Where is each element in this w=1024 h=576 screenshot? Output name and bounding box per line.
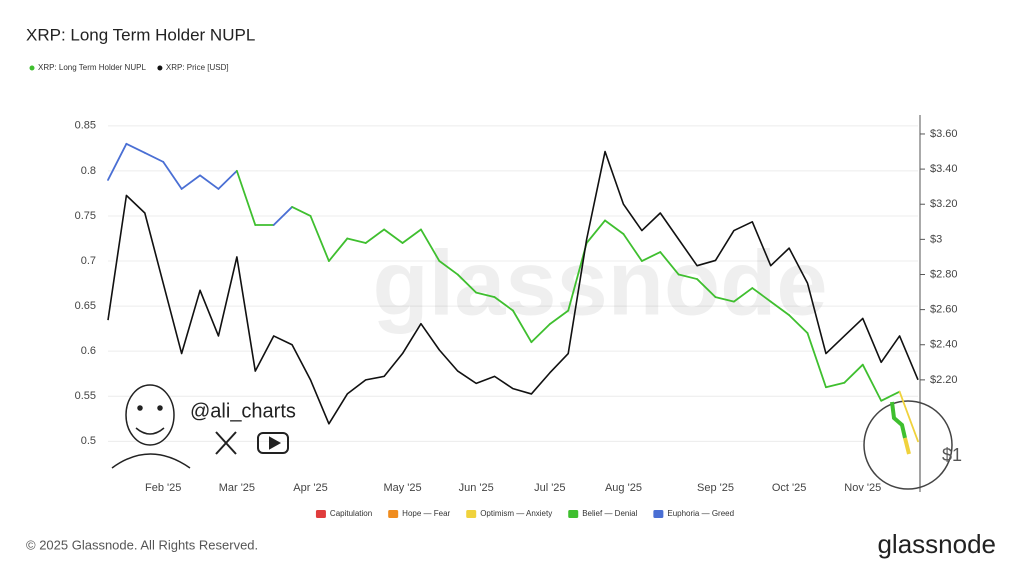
inset-label: $1	[942, 445, 962, 465]
y2-tick-label: $2.20	[930, 374, 958, 386]
y2-tick-label: $2.60	[930, 304, 958, 316]
nupl-segment	[622, 233, 643, 262]
avatar	[111, 384, 191, 469]
nupl-segment	[475, 291, 496, 298]
nupl-segment	[272, 206, 293, 226]
y2-tick-label: $3.40	[930, 163, 958, 175]
y-tick-label: 0.7	[81, 255, 96, 267]
y2-tick-label: $2.80	[930, 268, 958, 280]
zoom-inset	[863, 400, 953, 490]
nupl-segment	[714, 296, 735, 303]
y2-tick-label: $3	[930, 233, 942, 245]
x-tick-label: Mar '25	[219, 482, 255, 494]
y2-tick-label: $2.40	[930, 339, 958, 351]
nupl-segment	[143, 151, 165, 163]
nupl-segment	[162, 160, 183, 190]
legend-dot	[157, 65, 163, 71]
zone-swatch	[466, 510, 477, 518]
nupl-segment	[217, 169, 238, 190]
x-tick-label: Aug '25	[605, 482, 642, 494]
x-tick-label: Jun '25	[459, 482, 494, 494]
nupl-segment	[438, 260, 459, 276]
y-tick-label: 0.6	[81, 345, 96, 357]
nupl-segment	[659, 251, 680, 276]
nupl-segment	[788, 314, 809, 335]
nupl-segment	[401, 228, 422, 244]
x-tick-label: Jul '25	[534, 482, 565, 494]
nupl-segment	[880, 390, 901, 402]
y-tick-label: 0.55	[75, 390, 96, 402]
zone-label: Euphoria — Greed	[667, 509, 734, 518]
chart-title: XRP: Long Term Holder NUPL	[26, 25, 255, 44]
nupl-segment	[585, 219, 606, 244]
nupl-segment	[677, 273, 698, 280]
nupl-segment	[696, 278, 717, 298]
handle: @ali_charts	[190, 400, 296, 422]
nupl-segment	[548, 309, 570, 326]
nupl-segment	[125, 142, 146, 154]
legend-dot	[29, 65, 35, 71]
zone-label: Optimism — Anxiety	[480, 509, 552, 518]
y-tick-label: 0.8	[81, 165, 96, 177]
watermark: glassnode	[372, 232, 827, 334]
x-tick-label: Oct '25	[772, 482, 807, 494]
nupl-segment	[733, 287, 754, 303]
nupl-segment	[199, 174, 220, 190]
nupl-segment	[493, 296, 514, 312]
zone-swatch	[568, 510, 579, 518]
nupl-segment	[512, 309, 533, 344]
nupl-segment	[769, 300, 791, 317]
nupl-segment	[898, 390, 919, 443]
x-tick-label: Sep '25	[697, 482, 734, 494]
nupl-segment	[456, 273, 478, 294]
x-tick-label: May '25	[383, 482, 421, 494]
legend-label: XRP: Price [USD]	[166, 63, 229, 72]
nupl-segment	[861, 363, 883, 402]
legend-label: XRP: Long Term Holder NUPL	[38, 63, 146, 72]
y-tick-label: 0.65	[75, 300, 96, 312]
x-tick-label: Feb '25	[145, 482, 181, 494]
nupl-segment	[843, 363, 864, 384]
zone-label: Hope — Fear	[402, 509, 450, 518]
nupl-segment	[825, 381, 846, 389]
nupl-segment	[751, 287, 772, 303]
social-icons	[215, 431, 289, 455]
nupl-segment	[604, 219, 625, 235]
y-tick-label: 0.5	[81, 435, 96, 447]
y2-tick-label: $3.60	[930, 128, 958, 140]
price-line	[107, 150, 919, 425]
x-tick-label: Nov '25	[844, 482, 881, 494]
nupl-segment	[530, 323, 551, 344]
nupl-segment	[383, 228, 404, 244]
nupl-segment	[291, 206, 312, 217]
zone-label: Capitulation	[330, 509, 372, 518]
nupl-segment	[640, 251, 662, 262]
nupl-segment	[346, 237, 367, 244]
y-tick-label: 0.75	[75, 210, 96, 222]
nupl-segment	[107, 142, 128, 181]
nupl-segment	[235, 169, 257, 226]
zone-swatch	[315, 510, 326, 518]
brand: glassnode	[877, 529, 996, 559]
nupl-segment	[309, 215, 330, 262]
footer: © 2025 Glassnode. All Rights Reserved.	[26, 537, 258, 552]
nupl-segment	[806, 332, 827, 389]
zone-label: Belief — Denial	[582, 509, 637, 518]
nupl-segment	[420, 228, 441, 262]
zone-swatch	[388, 510, 399, 518]
nupl-segment	[180, 174, 201, 190]
zone-swatch	[653, 510, 664, 518]
y-tick-label: 0.85	[75, 120, 96, 132]
x-tick-label: Apr '25	[293, 482, 328, 494]
nupl-segment	[328, 237, 349, 262]
y2-tick-label: $3.20	[930, 198, 958, 210]
nupl-segment	[364, 228, 386, 244]
